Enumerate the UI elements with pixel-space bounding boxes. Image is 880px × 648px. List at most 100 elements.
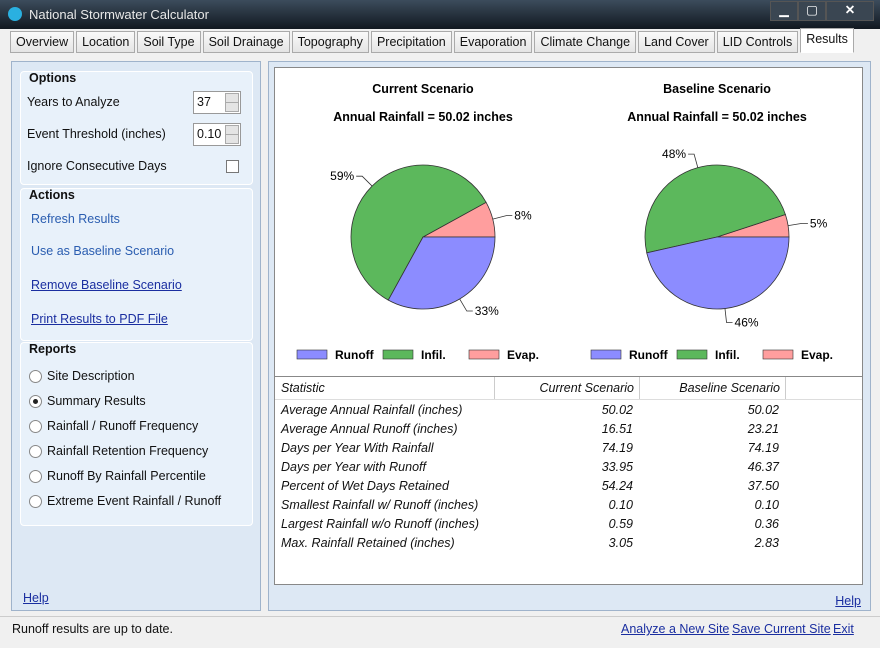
field-label: Years to Analyze	[27, 95, 120, 109]
spin-down[interactable]	[225, 102, 239, 112]
spin-value: 0.10	[197, 127, 222, 141]
data-label: 46%	[735, 315, 759, 329]
status-text: Runoff results are up to date.	[12, 622, 173, 636]
help-link[interactable]: Help	[23, 591, 49, 605]
column-separator	[785, 377, 786, 399]
table-cell: 46.37	[747, 460, 779, 474]
results-box: Current Scenario Annual Rainfall = 50.02 …	[274, 67, 863, 585]
minimize-button[interactable]: ▁	[770, 1, 798, 21]
legend-swatch	[382, 349, 414, 360]
title-bar: National Stormwater Calculator ▁ ▢ ✕	[0, 0, 880, 29]
table-cell: 23.21	[747, 422, 779, 436]
column-separator	[639, 377, 640, 399]
table-cell: 74.19	[747, 441, 779, 455]
divider	[275, 376, 862, 377]
field-label: Ignore Consecutive Days	[27, 159, 167, 173]
table-cell: Average Annual Rainfall (inches)	[281, 403, 463, 417]
tab[interactable]: Soil Type	[137, 31, 201, 53]
charts: Current Scenario Annual Rainfall = 50.02 …	[296, 82, 833, 362]
legend-swatch	[676, 349, 708, 360]
tab[interactable]: Evaporation	[453, 31, 533, 53]
table-cell: 50.02	[747, 403, 779, 417]
table-cell: 37.50	[747, 479, 779, 493]
actions-group	[20, 188, 253, 341]
pie-slice	[387, 236, 496, 310]
table-cell: 54.24	[601, 479, 633, 493]
table-cell: 16.51	[601, 422, 633, 436]
table-cell: 74.19	[601, 441, 633, 455]
action-link[interactable]: Use as Baseline Scenario	[31, 244, 175, 258]
spin-box[interactable]: 0.10	[193, 123, 241, 146]
tab-bar: Overview Location Soil Type Soil Drainage To…	[10, 28, 854, 53]
header-line	[275, 399, 862, 400]
radio-button[interactable]	[29, 470, 42, 483]
table-cell: Days per Year With Rainfall	[281, 441, 434, 455]
tab[interactable]: Topography	[291, 31, 369, 53]
action-link[interactable]: Remove Baseline Scenario	[31, 278, 182, 292]
status-link[interactable]: Save Current Site	[732, 622, 831, 636]
tab[interactable]: LID Controls	[716, 31, 799, 53]
table-cell: 0.59	[608, 517, 633, 531]
table-cell: Percent of Wet Days Retained	[281, 479, 449, 493]
field-label: Event Threshold (inches)	[27, 127, 166, 141]
action-link[interactable]: Refresh Results	[31, 212, 120, 226]
tab[interactable]: Location	[76, 31, 136, 53]
legend-label: Evap.	[801, 348, 833, 362]
radio-button[interactable]	[29, 420, 42, 433]
radio-button[interactable]	[29, 395, 42, 408]
status-link[interactable]: Analyze a New Site	[621, 622, 730, 636]
maximize-button[interactable]: ▢	[798, 1, 826, 21]
radio-button[interactable]	[29, 370, 42, 383]
status-link[interactable]: Exit	[833, 622, 854, 636]
chart-title: Baseline Scenario	[663, 82, 771, 96]
report-label[interactable]: Rainfall Retention Frequency	[47, 444, 209, 458]
spin-box[interactable]: 37	[193, 91, 241, 114]
data-label: 59%	[330, 169, 354, 183]
radio-button[interactable]	[29, 495, 42, 508]
radio-dot	[33, 399, 38, 404]
report-label[interactable]: Extreme Event Rainfall / Runoff	[47, 494, 222, 508]
leader-line	[356, 175, 373, 187]
window-title: National Stormwater Calculator	[29, 7, 209, 22]
table-cell: 3.05	[608, 536, 633, 550]
group-title: Actions	[29, 188, 75, 202]
data-label: 5%	[810, 216, 828, 230]
report-label[interactable]: Runoff By Rainfall Percentile	[47, 469, 206, 483]
legend-swatch	[762, 349, 794, 360]
leader-line	[492, 215, 513, 220]
pie-slice	[644, 164, 786, 254]
table-cell: 0.10	[754, 498, 779, 512]
legend-swatch	[468, 349, 500, 360]
pie-slice	[646, 236, 790, 310]
table-cell: 2.83	[754, 536, 779, 550]
tab[interactable]: Overview	[10, 31, 75, 53]
chart-subtitle: Annual Rainfall = 50.02 inches	[627, 110, 807, 124]
chart-title: Current Scenario	[372, 82, 474, 96]
help-link[interactable]: Help	[835, 594, 861, 608]
data-label: 48%	[662, 147, 686, 161]
action-link[interactable]: Print Results to PDF File	[31, 312, 168, 326]
tab[interactable]: Precipitation	[370, 31, 452, 53]
radio-button[interactable]	[29, 445, 42, 458]
tab[interactable]: Land Cover	[638, 31, 715, 53]
table-cell: Largest Rainfall w/o Runoff (inches)	[281, 517, 480, 531]
table-cell: Smallest Rainfall w/ Runoff (inches)	[281, 498, 479, 512]
reports-group	[20, 342, 253, 526]
tab[interactable]: Results	[800, 28, 854, 53]
tab[interactable]: Soil Drainage	[202, 31, 290, 53]
report-label[interactable]: Site Description	[47, 369, 135, 383]
report-label[interactable]: Summary Results	[47, 394, 146, 408]
table-cell: Days per Year with Runoff	[281, 460, 426, 474]
close-button[interactable]: ✕	[826, 1, 874, 21]
spin-down[interactable]	[225, 134, 239, 144]
report-label[interactable]: Rainfall / Runoff Frequency	[47, 419, 199, 433]
checkbox[interactable]	[226, 160, 239, 173]
leader-line	[688, 153, 699, 168]
legend-label: Infil.	[715, 348, 740, 362]
legend-swatch	[590, 349, 622, 360]
tab[interactable]: Climate Change	[534, 31, 637, 53]
stats-table: Statistic Current Scenario Baseline Scenar…	[275, 377, 862, 584]
table-cell: 50.02	[601, 403, 633, 417]
left-panel: Options Actions Reports Help Years to An…	[11, 61, 261, 611]
